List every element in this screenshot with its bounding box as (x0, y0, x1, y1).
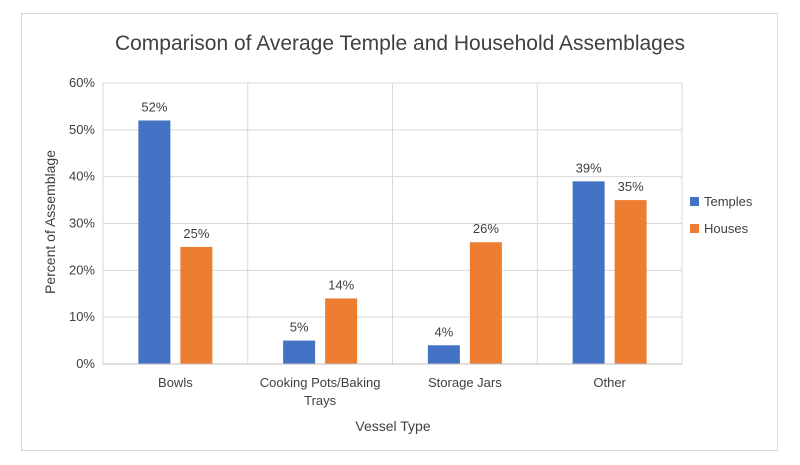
legend-entry: Houses (704, 221, 749, 236)
chart-title: Comparison of Average Temple and Househo… (115, 32, 685, 55)
bar-temples (427, 345, 460, 364)
data-label: 14% (328, 277, 354, 292)
data-label: 26% (473, 221, 499, 236)
x-tick-label: Bowls (158, 375, 193, 390)
y-axis-label: Percent of Assemblage (42, 150, 58, 294)
data-labels: 52% 5% 4% 39% 25% 14% 26% 35% (141, 99, 644, 339)
legend-swatch-temples (690, 197, 699, 206)
bar-temples (138, 120, 171, 364)
bar-temples (283, 340, 316, 364)
legend-swatch-houses (690, 224, 699, 233)
y-tick-label: 10% (69, 309, 95, 324)
x-tick-label: Cooking Pots/Baking Trays (260, 375, 381, 408)
legend: Temples Houses (690, 194, 753, 236)
bar-houses (325, 298, 358, 364)
data-label: 4% (434, 324, 453, 339)
data-label: 52% (141, 99, 167, 114)
y-tick-label: 0% (76, 356, 95, 371)
y-tick-label: 60% (69, 75, 95, 90)
x-tick-label: Other (593, 375, 626, 390)
bar-temples (572, 181, 605, 364)
data-label: 35% (618, 179, 644, 194)
bar-houses (614, 200, 647, 364)
y-tick-label: 50% (69, 122, 95, 137)
data-label: 5% (290, 320, 309, 335)
y-axis-ticks: 0% 10% 20% 30% 40% 50% 60% (69, 75, 95, 371)
x-tick-label: Storage Jars (428, 375, 502, 390)
x-axis-ticks: Bowls Cooking Pots/Baking Trays Storage Jar… (158, 375, 627, 408)
y-tick-label: 40% (69, 169, 95, 184)
bar-houses (180, 246, 213, 364)
data-label: 39% (576, 160, 602, 175)
bar-houses (469, 242, 502, 364)
y-tick-label: 30% (69, 216, 95, 231)
x-axis-label: Vessel Type (355, 418, 430, 434)
legend-entry: Temples (704, 194, 753, 209)
data-label: 25% (183, 226, 209, 241)
bars (138, 120, 647, 364)
y-tick-label: 20% (69, 262, 95, 277)
